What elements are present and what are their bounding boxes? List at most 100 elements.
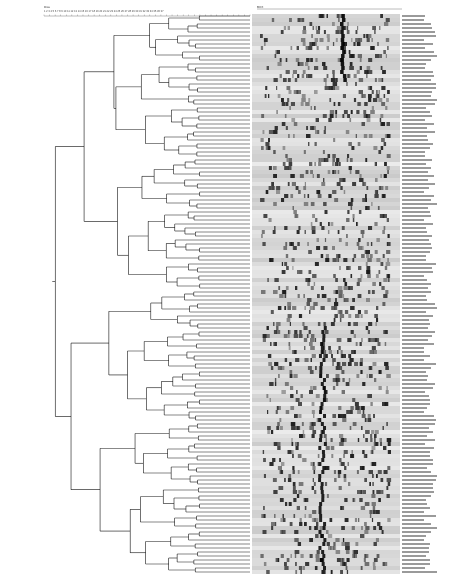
gel-band bbox=[387, 170, 389, 174]
gel-band bbox=[321, 470, 325, 474]
gel-band bbox=[316, 174, 320, 178]
gel-band bbox=[284, 294, 287, 298]
lane-label-mark bbox=[402, 447, 434, 449]
gel-band bbox=[273, 442, 278, 446]
gel-band bbox=[342, 378, 345, 382]
gel-band bbox=[304, 346, 306, 350]
lane-label-mark bbox=[402, 143, 433, 145]
gel-band bbox=[322, 358, 326, 362]
gel-band bbox=[267, 426, 271, 430]
gel-band bbox=[384, 266, 388, 270]
gel-band bbox=[358, 518, 360, 522]
gel-band bbox=[281, 198, 285, 202]
gel-band bbox=[383, 226, 386, 230]
gel-band bbox=[358, 90, 363, 94]
gel-band bbox=[289, 374, 293, 378]
gel-band bbox=[355, 30, 358, 34]
gel-band bbox=[362, 490, 366, 494]
gel-band bbox=[311, 486, 314, 490]
gel-band bbox=[387, 518, 391, 522]
gel-band bbox=[292, 306, 297, 310]
gel-lane bbox=[252, 402, 400, 406]
gel-band bbox=[325, 438, 327, 442]
gel-band bbox=[349, 426, 352, 430]
gel-band bbox=[345, 566, 348, 570]
gel-band bbox=[320, 158, 324, 162]
gel-band bbox=[319, 222, 322, 226]
lane-label-mark bbox=[402, 327, 428, 329]
gel-band bbox=[370, 438, 373, 442]
gel-band bbox=[342, 74, 347, 78]
gel-band bbox=[361, 406, 364, 410]
gel-band bbox=[364, 478, 367, 482]
gel-band bbox=[342, 114, 345, 118]
gel-lane bbox=[252, 314, 400, 318]
gel-band bbox=[304, 514, 306, 518]
gel-band bbox=[291, 426, 296, 430]
lane-label-mark bbox=[402, 303, 435, 305]
gel-band bbox=[271, 18, 275, 22]
gel-band bbox=[303, 326, 308, 330]
gel-band bbox=[381, 286, 385, 290]
gel-band bbox=[260, 46, 264, 50]
gel-band bbox=[362, 410, 365, 414]
gel-band bbox=[348, 286, 351, 290]
gel-band bbox=[294, 78, 298, 82]
gel-band bbox=[364, 530, 369, 534]
gel-lane bbox=[252, 510, 400, 514]
gel-lane bbox=[252, 90, 400, 94]
gel-band bbox=[381, 194, 386, 198]
gel-band bbox=[338, 414, 341, 418]
lane-label-mark bbox=[402, 227, 426, 229]
gel-band bbox=[380, 442, 382, 446]
lane-label-mark bbox=[402, 19, 424, 21]
gel-band bbox=[355, 406, 360, 410]
lane-label-mark bbox=[402, 319, 429, 321]
gel-band bbox=[341, 354, 346, 358]
gel-band bbox=[296, 506, 300, 510]
lane-label-mark bbox=[402, 247, 432, 249]
gel-band bbox=[378, 386, 382, 390]
gel-band bbox=[337, 310, 342, 314]
gel-band bbox=[317, 294, 320, 298]
lane-label-mark bbox=[402, 91, 432, 93]
gel-band bbox=[309, 526, 312, 530]
gel-band bbox=[325, 82, 327, 86]
gel-band bbox=[360, 534, 365, 538]
gel-band bbox=[298, 226, 301, 230]
gel-band bbox=[362, 182, 365, 186]
gel-band bbox=[337, 230, 340, 234]
gel-band bbox=[279, 426, 283, 430]
gel-band bbox=[349, 66, 354, 70]
gel-band bbox=[308, 330, 311, 334]
gel-band bbox=[365, 114, 371, 118]
lane-label-mark bbox=[402, 459, 433, 461]
gel-band bbox=[290, 46, 293, 50]
gel-band bbox=[269, 462, 274, 466]
gel-band bbox=[371, 202, 373, 206]
gel-band bbox=[346, 30, 350, 34]
lane-label-mark bbox=[402, 123, 434, 125]
gel-band bbox=[315, 118, 319, 122]
gel-band bbox=[364, 562, 370, 566]
gel-band bbox=[366, 186, 369, 190]
gel-band bbox=[316, 550, 320, 554]
gel-band bbox=[290, 394, 294, 398]
gel-band bbox=[277, 442, 281, 446]
gel-band bbox=[269, 382, 274, 386]
gel-band bbox=[358, 38, 363, 42]
gel-band bbox=[263, 474, 266, 478]
gel-band bbox=[378, 526, 383, 530]
gel-lane bbox=[252, 254, 400, 258]
gel-band bbox=[341, 226, 345, 230]
gel-band bbox=[347, 114, 350, 118]
gel-lane bbox=[252, 166, 400, 170]
gel-band bbox=[381, 78, 384, 82]
lane-label-mark bbox=[402, 519, 424, 521]
gel-band bbox=[387, 46, 389, 50]
gel-lane bbox=[252, 98, 400, 102]
gel-band bbox=[294, 550, 300, 554]
gel-band bbox=[302, 458, 307, 462]
gel-band bbox=[335, 78, 338, 82]
gel-band bbox=[376, 318, 379, 322]
